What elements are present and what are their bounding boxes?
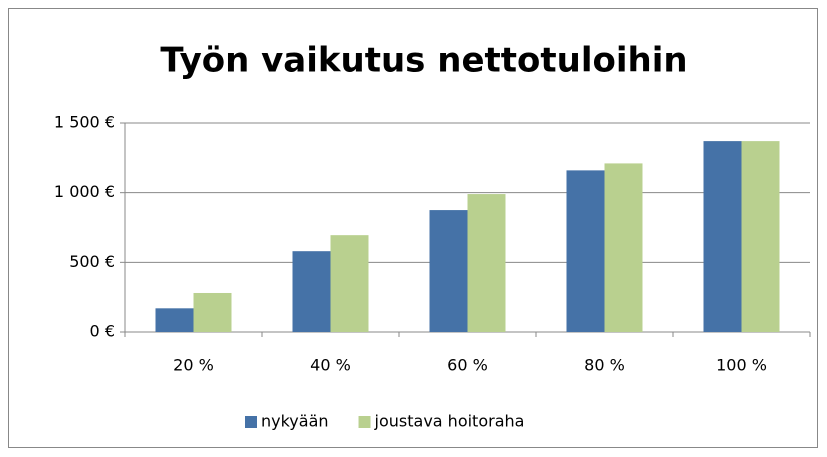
x-tick-label: 100 %: [716, 356, 767, 375]
bar: [703, 141, 742, 332]
bar: [429, 210, 468, 332]
y-tick-label: 1 000 €: [54, 182, 115, 201]
chart-title: Työn vaikutus nettotuloihin: [160, 41, 687, 81]
bar: [193, 292, 232, 332]
y-tick-label: 500 €: [69, 252, 115, 271]
x-tick-label: 40 %: [310, 356, 351, 375]
x-tick-label: 80 %: [584, 356, 625, 375]
legend-label: joustava hoitoraha: [374, 412, 525, 431]
chart-border: [8, 8, 818, 448]
bar: [566, 170, 605, 332]
x-tick-label: 60 %: [447, 356, 488, 375]
bar: [330, 235, 369, 332]
bar: [604, 163, 643, 332]
bar: [467, 194, 506, 332]
y-tick-label: 0 €: [90, 322, 115, 341]
legend-label: nykyään: [261, 412, 329, 431]
legend-swatch: [358, 416, 371, 428]
legend-swatch: [245, 416, 257, 428]
bar: [292, 251, 331, 332]
bar: [155, 308, 194, 332]
y-tick-label: 1 500 €: [54, 113, 115, 132]
bar: [741, 141, 780, 332]
x-tick-label: 20 %: [173, 356, 214, 375]
